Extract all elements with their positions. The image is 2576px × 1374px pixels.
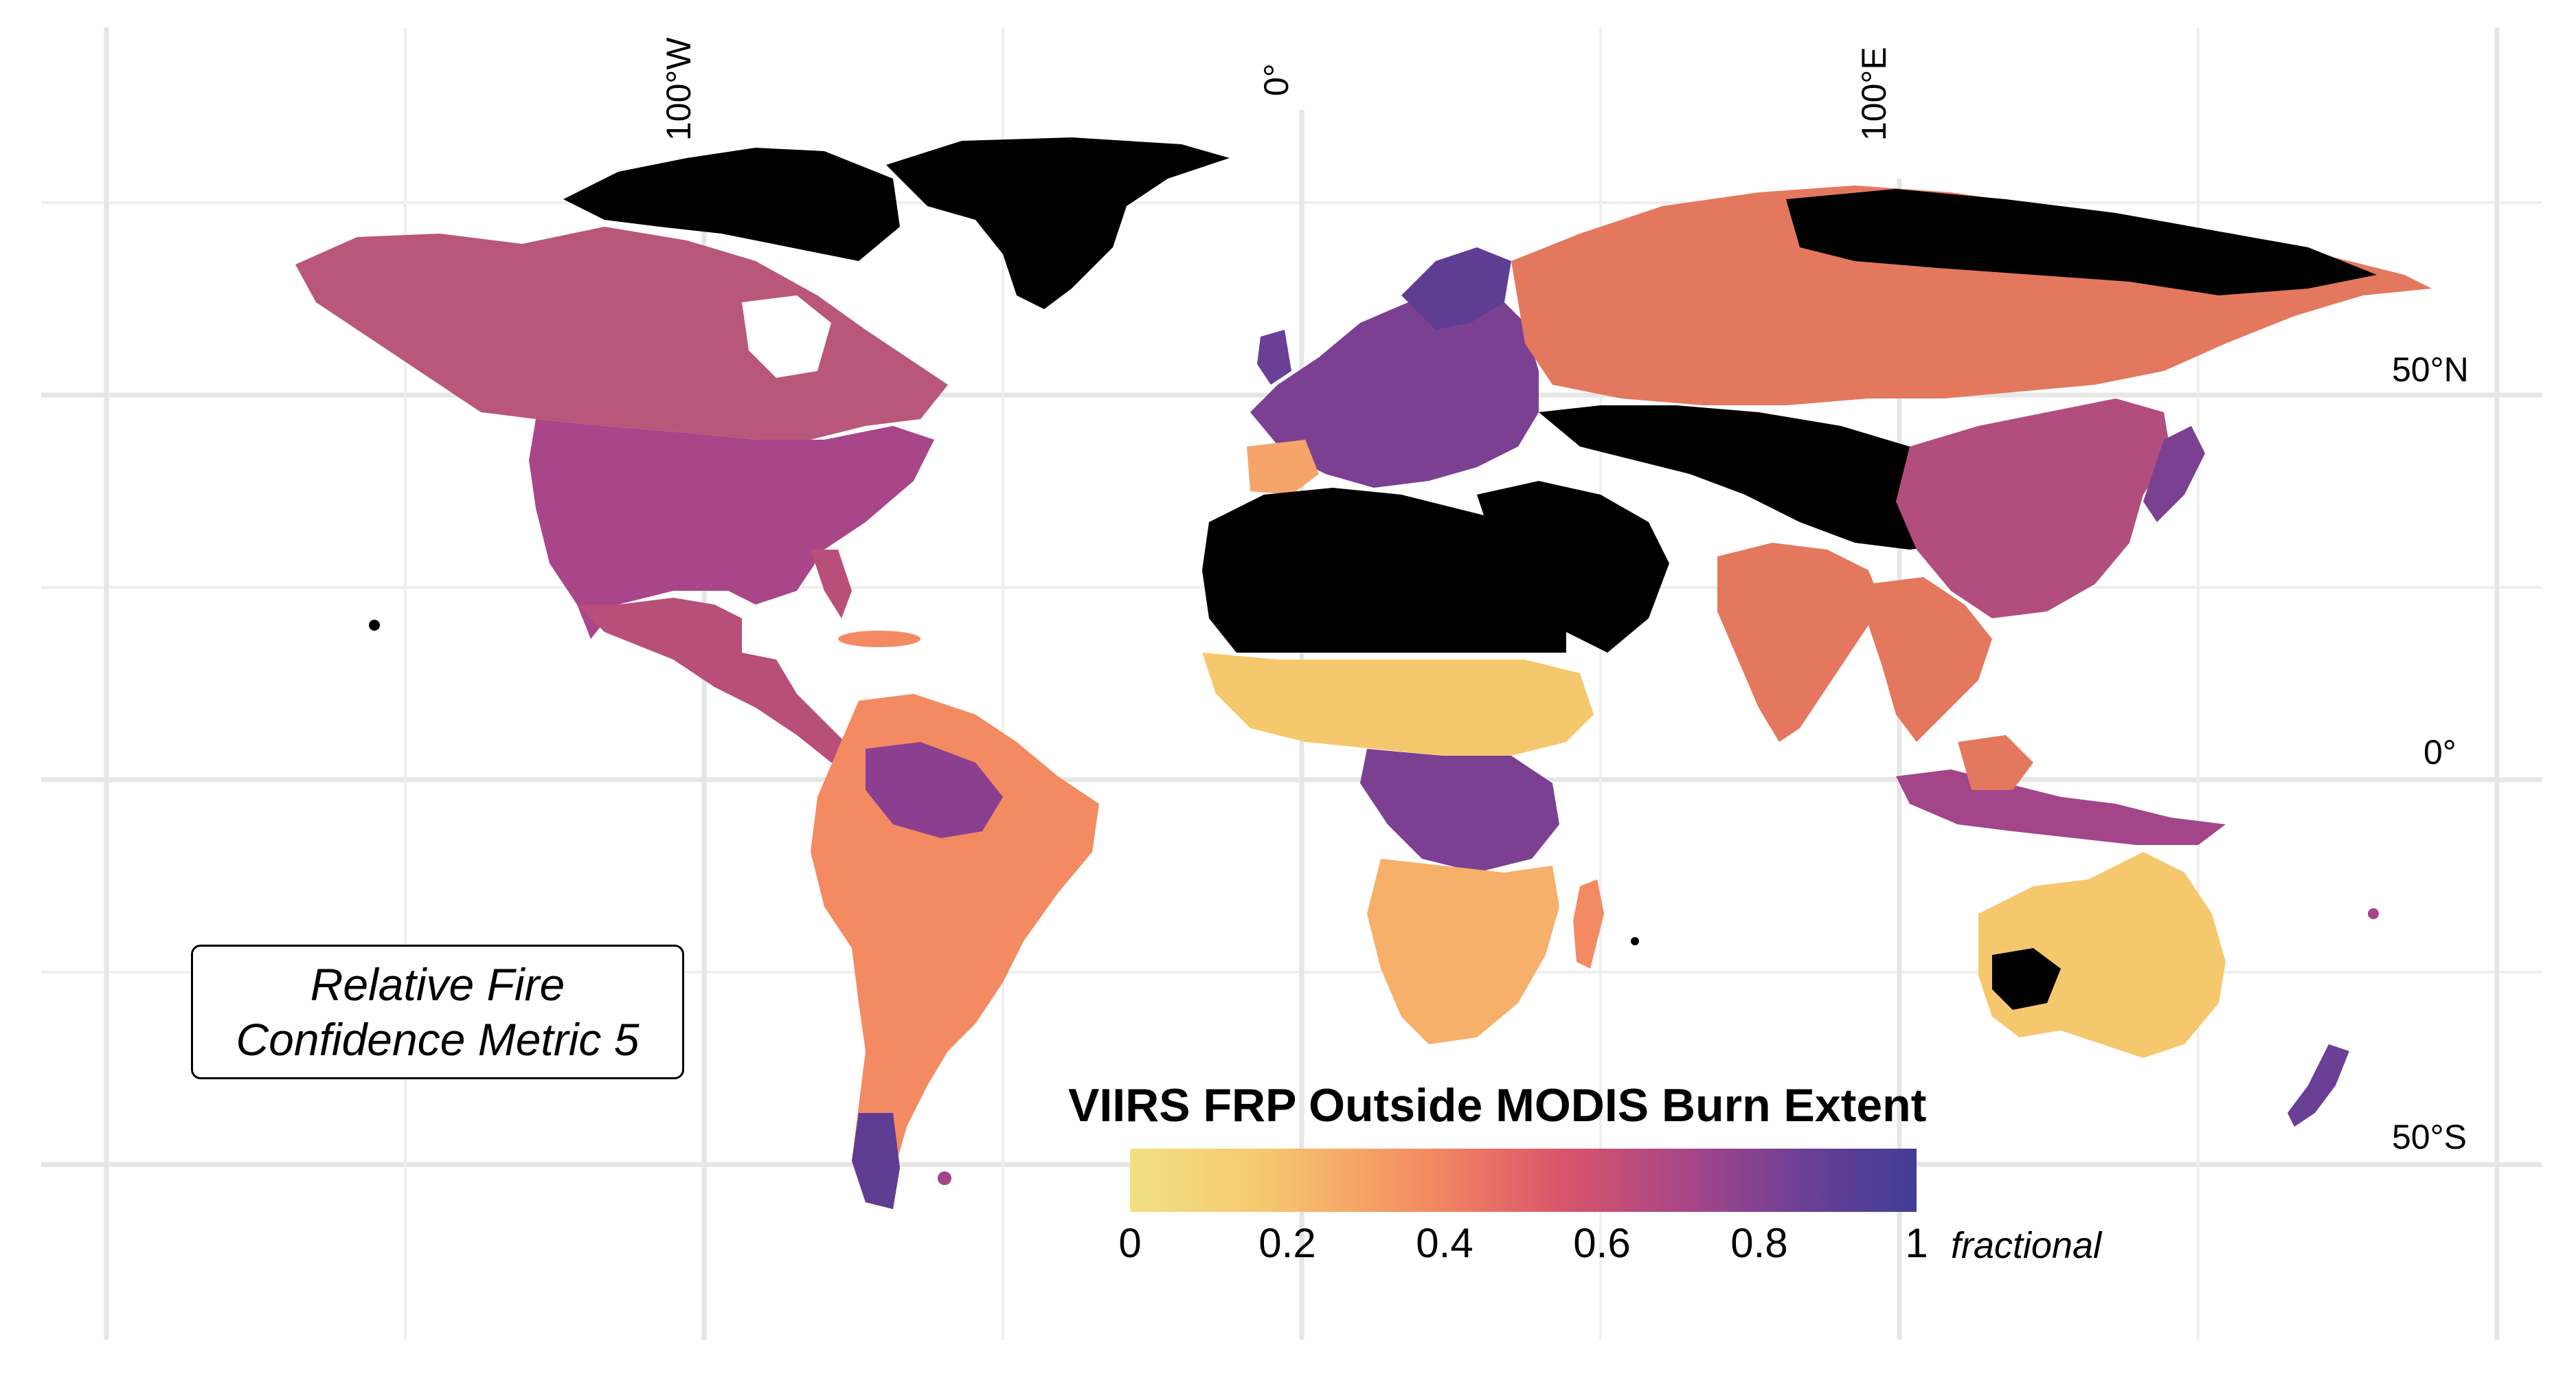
region-europe	[1250, 289, 1539, 488]
region-small-island-2	[1631, 937, 1639, 945]
region-small-island-3	[2368, 908, 2379, 919]
legend-tick-0-2: 0.2	[1258, 1220, 1316, 1266]
lon-label-100w: 100°W	[659, 37, 698, 141]
region-sahel	[1202, 653, 1594, 756]
legend-unit: fractional	[1951, 1225, 2102, 1266]
region-caribbean	[838, 631, 920, 647]
region-middle-east	[1477, 481, 1669, 653]
region-africa-north	[1202, 488, 1566, 653]
region-south-america	[811, 694, 1099, 1209]
region-hudson-bay	[742, 295, 831, 378]
region-central-asia	[1539, 405, 1992, 550]
legend-tick-0-8: 0.8	[1730, 1220, 1788, 1266]
lat-label-50s: 50°S	[2392, 1118, 2467, 1156]
legend-title: VIIRS FRP Outside MODIS Burn Extent	[1068, 1079, 1927, 1131]
region-japan	[2143, 426, 2205, 522]
region-greenland	[886, 137, 1230, 309]
region-amazon-core	[866, 742, 1003, 838]
region-north-america-canada	[295, 227, 948, 440]
region-small-island-1	[938, 1171, 951, 1185]
region-uk	[1257, 330, 1291, 385]
lat-label-0: 0°	[2424, 733, 2456, 772]
legend-tick-0: 0	[1118, 1220, 1142, 1266]
metric-annotation-box: Relative Fire Confidence Metric 5	[191, 945, 684, 1079]
region-australia-interior-black	[1992, 948, 2061, 1010]
metric-annotation-line1: Relative Fire	[310, 959, 565, 1010]
region-australia	[1978, 852, 2226, 1058]
region-hawaii	[369, 620, 380, 631]
land-masses	[295, 137, 2432, 1209]
region-new-zealand	[2287, 1044, 2349, 1127]
region-central-africa	[1360, 749, 1559, 872]
region-madagascar	[1573, 879, 1604, 969]
lon-label-100e: 100°E	[1855, 47, 1893, 141]
region-north-america-usa	[529, 419, 934, 639]
region-patagonia	[852, 1113, 900, 1209]
region-southern-africa	[1367, 859, 1559, 1044]
lat-label-50n: 50°N	[2392, 350, 2469, 389]
region-iberia	[1247, 440, 1319, 495]
lon-label-0: 0°	[1257, 63, 1296, 96]
region-scandinavia	[1401, 247, 1511, 330]
region-borneo	[1958, 735, 2033, 790]
region-southeast-asia	[1868, 577, 1992, 742]
region-arctic-islands	[563, 148, 900, 261]
metric-annotation-line2: Confidence Metric 5	[236, 1014, 640, 1065]
region-siberia-black	[1786, 189, 2377, 295]
legend-tick-0-6: 0.6	[1573, 1220, 1631, 1266]
legend-tick-1: 1	[1905, 1220, 1928, 1266]
region-central-america	[577, 598, 859, 763]
region-china	[1896, 398, 2171, 618]
region-india	[1717, 543, 1882, 742]
region-florida	[811, 550, 852, 618]
legend-tick-0-4: 0.4	[1416, 1220, 1473, 1266]
legend-colorbar	[1130, 1149, 1917, 1212]
